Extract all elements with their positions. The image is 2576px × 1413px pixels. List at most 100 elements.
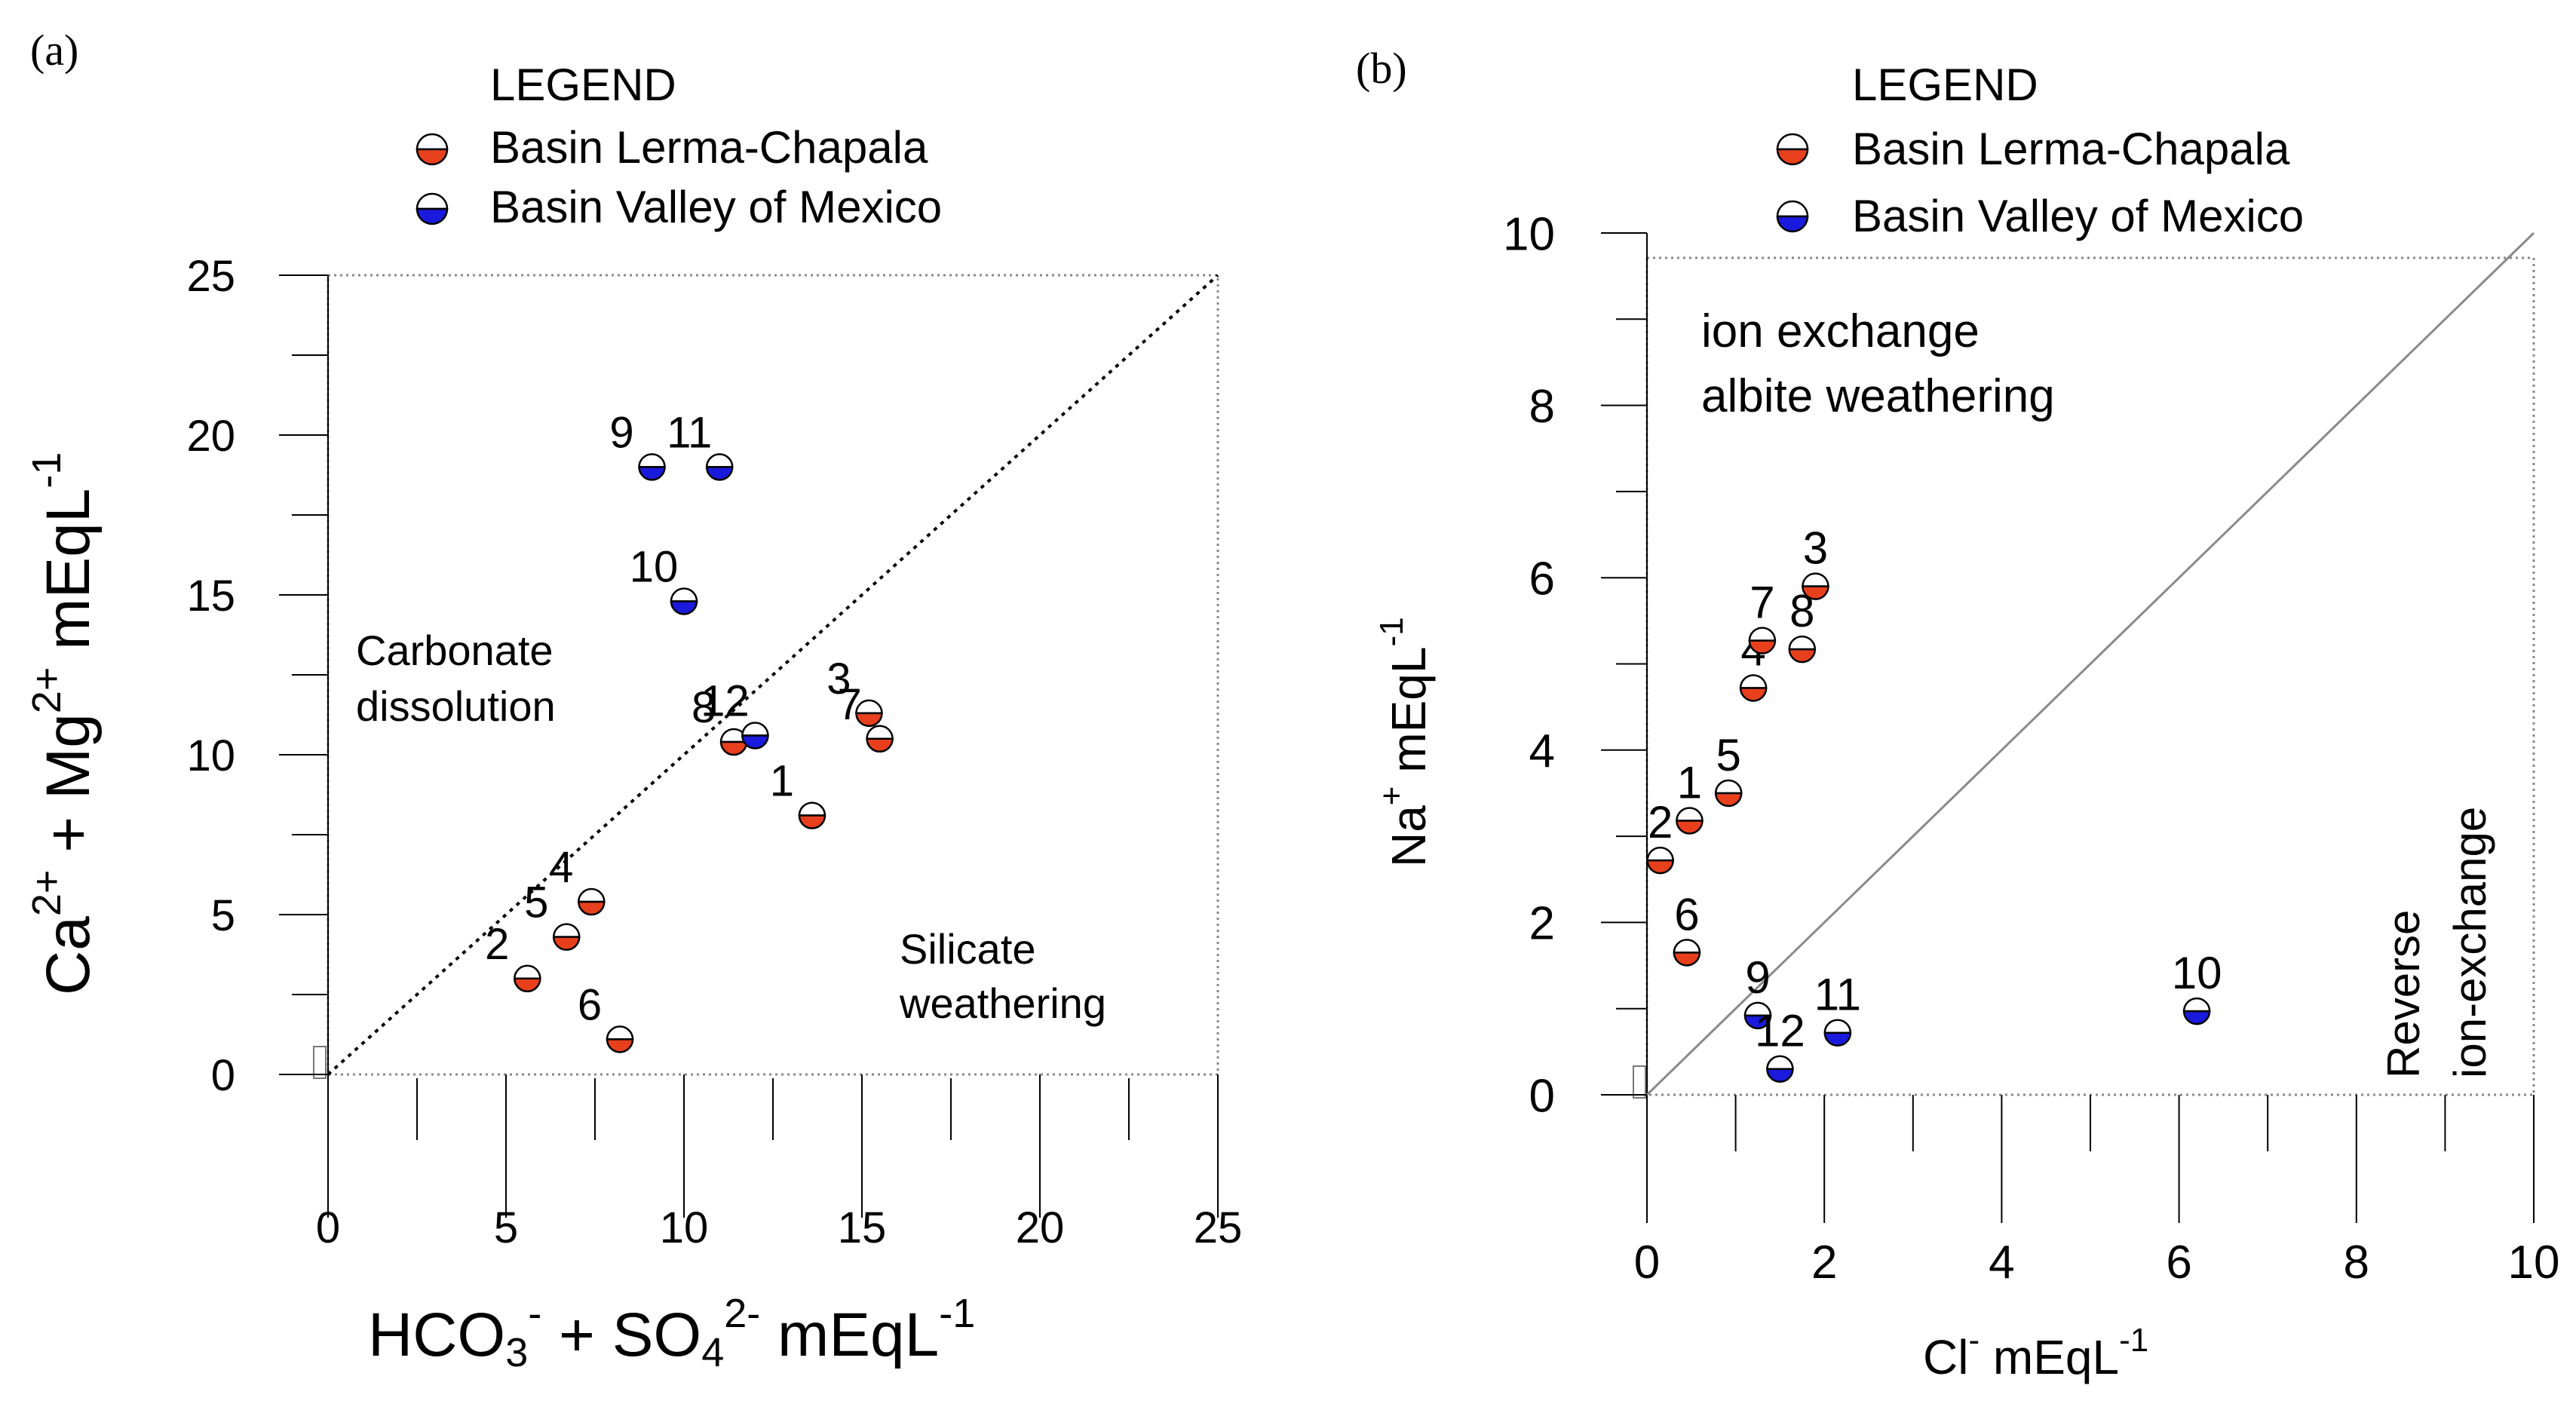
- point-marker-top-b: [1748, 627, 1777, 642]
- point-label-a-7: 7: [837, 680, 861, 729]
- point-label-a-12: 12: [701, 677, 750, 726]
- y-tick-label-a: 10: [186, 731, 235, 780]
- x-axis-label-b: Cl- mEqL-1: [1923, 1322, 2148, 1384]
- y-tick-label-b: 2: [1529, 898, 1555, 950]
- point-label-b-6: 6: [1674, 889, 1699, 939]
- point-label-a-9: 9: [609, 408, 633, 457]
- x-tick-label-a: 5: [494, 1203, 518, 1252]
- plot-a-origin-box: [313, 1046, 327, 1079]
- point-marker-bottom-a: [741, 734, 769, 749]
- x-tick-label-a: 0: [316, 1203, 340, 1252]
- panel-b: (b) LEGEND Basin Lerma-Chapala Basin Val…: [1356, 44, 2559, 1384]
- data-point-a-4: [578, 887, 606, 916]
- point-marker-bottom-a: [705, 466, 734, 481]
- legend-b-title: LEGEND: [1852, 60, 2038, 110]
- point-marker-top-b: [1714, 779, 1743, 795]
- legend-b-entry-mexico: Basin Valley of Mexico: [1852, 191, 2304, 241]
- y-tick-label-a: 15: [186, 572, 235, 621]
- point-marker-top-b: [1673, 939, 1701, 954]
- y-tick-label-a: 0: [211, 1051, 235, 1100]
- point-marker-top-a: [514, 964, 541, 980]
- point-marker-bottom-b: [1802, 585, 1829, 600]
- data-point-b-8: [1788, 635, 1817, 664]
- point-label-a-3: 3: [826, 654, 851, 703]
- annotation-ion-exchange-line1: ion exchange: [1701, 305, 1980, 357]
- refline-a: [327, 274, 1219, 1076]
- y-tick-label-b: 10: [1503, 208, 1555, 260]
- data-point-b-11: [1823, 1019, 1852, 1047]
- data-point-a-12: [741, 722, 769, 749]
- x-tick-label-a: 15: [838, 1203, 887, 1252]
- y-tick-label-b: 4: [1529, 725, 1555, 777]
- point-marker-top-b: [1802, 572, 1829, 587]
- y-tick-label-b: 6: [1529, 553, 1555, 605]
- data-point-a-11: [705, 453, 734, 481]
- data-point-b-4: [1739, 674, 1768, 702]
- legend-a-entry-mexico: Basin Valley of Mexico: [490, 182, 942, 232]
- point-marker-bottom-a: [719, 740, 748, 756]
- annotation-silicate-line1: Silicate: [900, 925, 1036, 973]
- point-label-b-5: 5: [1716, 730, 1741, 780]
- point-label-a-4: 4: [549, 843, 573, 892]
- point-marker-bottom-a: [578, 900, 606, 916]
- reference-line-1to1-b: [1645, 231, 2535, 1096]
- x-tick-label-a: 25: [1194, 1203, 1243, 1252]
- refline-b: [1645, 231, 2535, 1096]
- point-marker-bottom-a: [514, 977, 541, 993]
- x-tick-label-b: 4: [1989, 1237, 2014, 1289]
- point-label-a-11: 11: [667, 408, 712, 457]
- y-tick-label-b: 0: [1529, 1070, 1555, 1122]
- panel-a-label: (a): [30, 26, 78, 75]
- point-marker-bottom-b: [1676, 820, 1704, 835]
- point-marker-bottom-a: [552, 936, 581, 951]
- point-marker-top-a: [606, 1025, 634, 1041]
- data-point-b-3: [1802, 572, 1829, 600]
- point-marker-top-a: [741, 722, 769, 737]
- plot-b-origin-box: [1633, 1065, 1646, 1099]
- panel-a: (a) LEGEND Basin Lerma-Chapala Basin Val…: [24, 26, 1242, 1375]
- panel-b-legend: LEGEND Basin Lerma-Chapala Basin Valley …: [1776, 60, 2304, 241]
- data-point-b-9: [1743, 1001, 1772, 1030]
- point-label-a-8: 8: [692, 683, 716, 732]
- x-tick-label-b: 8: [2344, 1237, 2369, 1289]
- point-marker-bottom-a: [855, 712, 883, 728]
- point-marker-bottom-a: [798, 814, 826, 829]
- legend-a-entry-lerma: Basin Lerma-Chapala: [490, 122, 928, 173]
- point-label-b-8: 8: [1789, 586, 1814, 636]
- point-label-a-5: 5: [524, 878, 548, 927]
- point-marker-top-a: [705, 453, 734, 468]
- point-marker-bottom-b: [1714, 792, 1743, 808]
- point-marker-bottom-b: [1739, 687, 1768, 702]
- legend-b-marker-lerma: [1776, 133, 1809, 166]
- point-marker-top-b: [1823, 1019, 1852, 1034]
- y-axis-label-a: Ca2+ + Mg2+ mEqL-1: [24, 452, 103, 995]
- data-point-b-7: [1748, 627, 1777, 654]
- point-marker-bottom-a: [606, 1038, 634, 1053]
- annotation-ion-exchange-line2: albite weathering: [1701, 370, 2055, 422]
- point-marker-top-b: [1646, 846, 1674, 862]
- point-label-b-3: 3: [1803, 523, 1828, 574]
- annotation-carbonate-line1: Carbonate: [356, 627, 554, 674]
- point-marker-top-b: [1739, 674, 1768, 689]
- annotation-carbonate-line2: dissolution: [356, 682, 556, 730]
- point-marker-bottom-b: [1748, 639, 1777, 654]
- point-label-b-10: 10: [2172, 948, 2222, 998]
- y-tick-label-a: 5: [211, 891, 235, 940]
- data-point-a-6: [606, 1025, 634, 1053]
- data-point-b-1: [1676, 807, 1704, 835]
- point-marker-bottom-a: [866, 737, 894, 753]
- data-point-b-12: [1766, 1055, 1794, 1083]
- point-label-b-7: 7: [1750, 578, 1774, 628]
- point-marker-bottom-a: [638, 466, 666, 481]
- legend-b-entry-lerma: Basin Lerma-Chapala: [1852, 124, 2290, 174]
- point-marker-top-b: [1788, 635, 1817, 651]
- data-point-b-2: [1646, 846, 1674, 875]
- point-marker-top-a: [798, 802, 826, 817]
- data-point-b-10: [2182, 997, 2211, 1025]
- legend-a-marker-lerma: [416, 133, 449, 166]
- x-tick-label-a: 20: [1016, 1203, 1065, 1252]
- legend-a-title: LEGEND: [490, 60, 676, 110]
